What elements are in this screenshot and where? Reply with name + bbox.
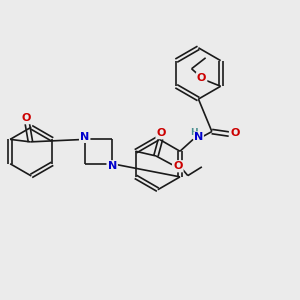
- Text: O: O: [157, 128, 166, 138]
- Text: H: H: [190, 128, 198, 137]
- Text: N: N: [108, 161, 117, 171]
- Text: O: O: [22, 113, 31, 123]
- Text: N: N: [194, 132, 203, 142]
- Text: O: O: [173, 161, 182, 171]
- Text: O: O: [197, 73, 206, 83]
- Text: N: N: [80, 132, 89, 142]
- Text: O: O: [230, 128, 239, 138]
